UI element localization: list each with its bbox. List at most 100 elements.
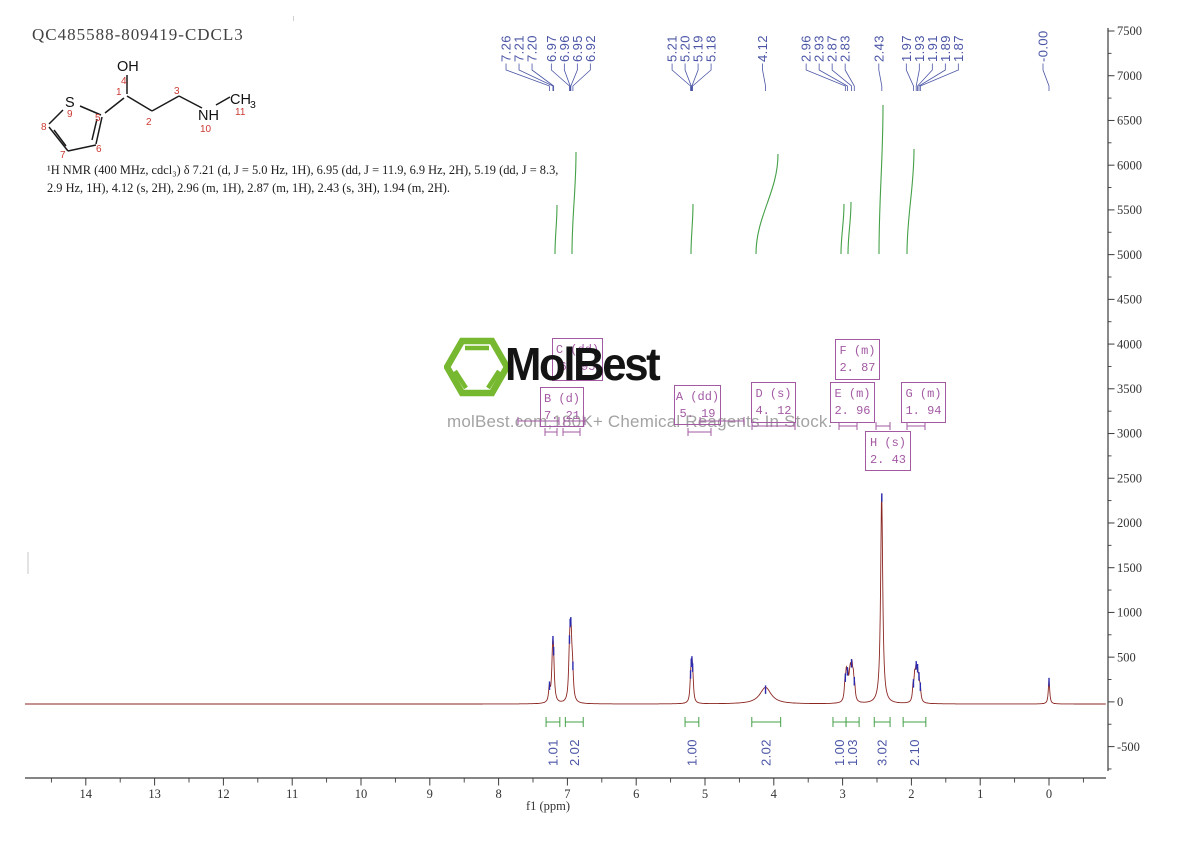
multiplet-box-id: D (s) — [755, 387, 792, 401]
structure-bond — [67, 144, 97, 152]
x-axis-tick-label: 1 — [977, 787, 983, 801]
y-axis-tick-label: 3500 — [1117, 382, 1142, 396]
molbest-logo: MolBest — [443, 335, 674, 401]
integral-curve — [571, 151, 577, 255]
x-axis-tick-label: 10 — [355, 787, 368, 801]
y-axis-tick-label: 4000 — [1117, 337, 1142, 351]
peak-label-leader — [878, 63, 883, 91]
multiplet-box-id: E (m) — [834, 387, 871, 401]
multiplet-box-shift: 4. 12 — [755, 404, 792, 418]
structure-bond — [48, 109, 64, 125]
structure-atom-label: S — [65, 95, 75, 111]
y-axis-tick-label: 5500 — [1117, 203, 1142, 217]
peak-label: 1.93 — [912, 35, 927, 62]
y-axis-tick-label: 7000 — [1117, 69, 1142, 83]
benzene-double-bond — [453, 369, 468, 390]
spectrum-trace — [25, 494, 1106, 705]
peak-label-leader — [550, 63, 570, 91]
structure-bond — [53, 129, 67, 147]
y-axis-tick-label: 6500 — [1117, 114, 1142, 128]
multiplet-box-E: E (m) 2. 96 — [830, 382, 875, 423]
y-axis-tick-label: 1500 — [1117, 561, 1142, 575]
multiplet-box-G: G (m) 1. 94 — [901, 382, 946, 423]
integration-value: 1.00 — [684, 739, 699, 766]
peak-label-leader — [844, 63, 855, 91]
peak-label: 1.91 — [925, 35, 940, 62]
integral-curve — [840, 203, 845, 255]
molbest-logo-text: MolBest — [505, 338, 661, 390]
integration-value: 2.10 — [907, 739, 922, 766]
multiplet-box-B: B (d) 7. 21 — [540, 387, 584, 427]
peak-label: 2.83 — [838, 35, 853, 62]
multiplet-box-id: H (s) — [869, 436, 906, 450]
multiplet-box-C: C (dd) 6. 95 — [552, 338, 603, 381]
structure-atom-number: 5 — [95, 113, 101, 124]
peak-label: 6.92 — [583, 35, 598, 62]
structure-atom-number: 8 — [41, 122, 47, 133]
peak-label-leader — [531, 63, 555, 91]
multiplet-box-id: G (m) — [905, 387, 942, 401]
multiplet-box-H: H (s) 2. 43 — [865, 431, 911, 471]
integration-value: 1.03 — [845, 739, 860, 766]
multiplet-box-A: A (dd) 5. 19 — [674, 385, 721, 425]
peak-label: 1.97 — [899, 35, 914, 62]
x-axis-tick-label: 5 — [702, 787, 708, 801]
structure-atom-label: NH — [198, 108, 219, 124]
peak-label-leader — [518, 63, 554, 91]
structure-bond — [178, 95, 203, 109]
benzene-double-bond — [486, 369, 501, 390]
peak-label: 2.87 — [825, 35, 840, 62]
multiplet-box-shift: 1. 94 — [905, 404, 942, 418]
multiplet-box-F: F (m) 2. 87 — [835, 339, 880, 380]
multiplet-box-shift: 2. 96 — [834, 404, 871, 418]
peak-label-leader — [905, 63, 914, 91]
x-axis-tick-label: 8 — [495, 787, 501, 801]
integral-curve — [906, 148, 915, 255]
multiplet-box-D: D (s) 4. 12 — [751, 382, 796, 423]
structure-atom-number: 1 — [116, 87, 122, 98]
peak-label: 1.89 — [938, 35, 953, 62]
integral-curve — [847, 201, 852, 255]
structure-atom-number: 9 — [67, 109, 73, 120]
multiplet-box-shift: 6. 95 — [559, 360, 596, 374]
y-axis-tick-label: 3000 — [1117, 427, 1142, 441]
x-axis-tick-label: 4 — [771, 787, 778, 801]
peak-label-leader — [917, 63, 933, 91]
multiplet-box-shift: 2. 43 — [869, 453, 906, 467]
benzene-ring-icon — [443, 337, 511, 397]
structure-bond — [79, 105, 102, 116]
y-axis-tick-label: 0 — [1117, 695, 1123, 709]
peak-label-leader — [919, 63, 959, 91]
structure-atom-number: 2 — [146, 117, 152, 128]
peak-label: 2.96 — [799, 35, 814, 62]
integral-curve — [690, 203, 694, 255]
peak-label: 1.87 — [951, 35, 966, 62]
x-axis-tick-label: 6 — [633, 787, 639, 801]
structure-atom-label: 3 — [250, 99, 256, 111]
multiplet-box-id: B (d) — [543, 392, 580, 406]
x-axis-title: f1 (ppm) — [526, 799, 570, 813]
peak-label: 6.97 — [544, 35, 559, 62]
structure-atom-number: 10 — [200, 124, 212, 135]
integration-value: 1.01 — [545, 739, 560, 766]
peak-label-leader — [818, 63, 848, 91]
y-axis-tick-label: 6000 — [1117, 158, 1142, 172]
structure-bond — [104, 97, 125, 114]
multiplet-box-shift: 5. 19 — [679, 407, 716, 421]
y-axis-tick-label: 4500 — [1117, 293, 1142, 307]
structure-bond — [151, 95, 180, 112]
integral-curve — [878, 104, 884, 255]
peak-label-leader — [570, 63, 578, 91]
peak-label-leader — [691, 63, 699, 91]
benzene-hexagon — [443, 337, 511, 397]
peak-label: 5.19 — [691, 35, 706, 62]
integral-curve — [554, 204, 558, 255]
acquisition-text-line1: ¹H NMR (400 MHz, cdcl₃) δ 7.21 (d, J = 5… — [47, 163, 559, 177]
x-axis-tick-label: 0 — [1046, 787, 1052, 801]
structure-atom-label: CH — [230, 92, 251, 108]
multiplet-box-shift: 7. 21 — [543, 409, 580, 423]
structure-atom-number: 11 — [235, 107, 246, 118]
peak-label-leader — [831, 63, 852, 91]
y-axis-tick-label: 2000 — [1117, 516, 1142, 530]
